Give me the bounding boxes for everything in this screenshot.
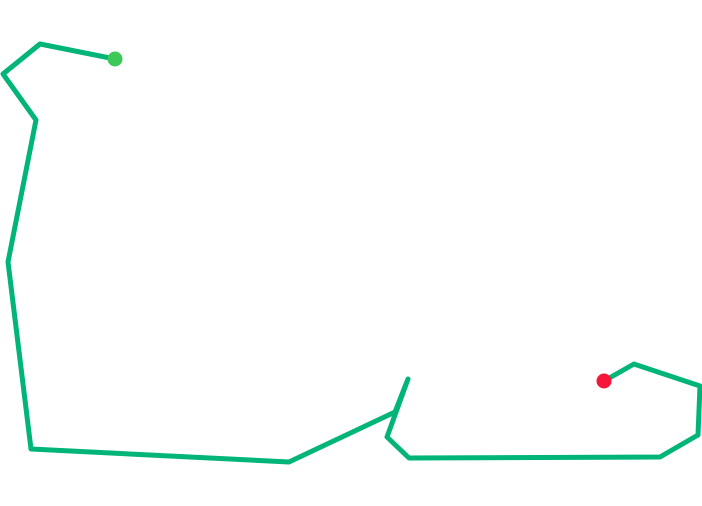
end-marker[interactable] <box>596 373 612 389</box>
route-line <box>0 41 702 465</box>
start-marker[interactable] <box>107 51 123 67</box>
